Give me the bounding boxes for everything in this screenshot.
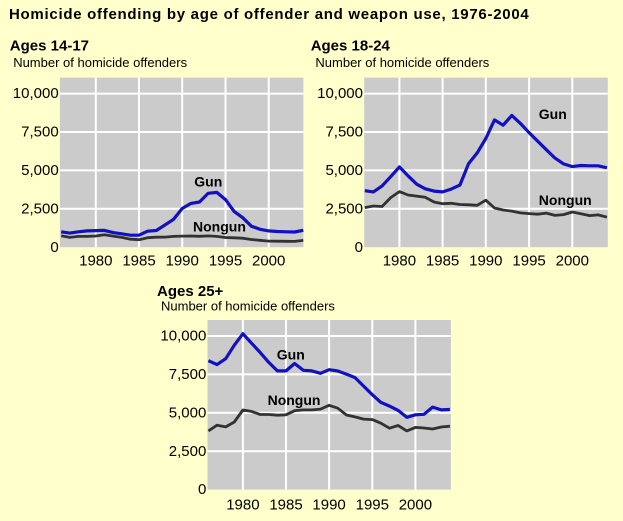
svg-text:2,500: 2,500 [21, 200, 59, 217]
svg-text:5,000: 5,000 [21, 162, 59, 179]
svg-text:1980: 1980 [383, 252, 416, 269]
svg-text:Homicide offending by age of o: Homicide offending by age of offender an… [9, 6, 529, 23]
svg-text:Nongun: Nongun [268, 392, 321, 408]
svg-text:Number of homicide offenders: Number of homicide offenders [161, 299, 335, 314]
svg-text:1985: 1985 [269, 497, 302, 514]
svg-text:10,000: 10,000 [13, 85, 59, 102]
svg-text:1985: 1985 [426, 252, 459, 269]
svg-text:1995: 1995 [356, 497, 389, 514]
svg-text:2000: 2000 [399, 497, 432, 514]
svg-text:Ages 18-24: Ages 18-24 [311, 38, 391, 55]
svg-text:1980: 1980 [226, 497, 259, 514]
svg-text:1995: 1995 [209, 252, 242, 269]
svg-text:2,500: 2,500 [169, 443, 207, 460]
svg-text:Ages 25+: Ages 25+ [157, 283, 224, 300]
svg-text:0: 0 [198, 481, 206, 498]
svg-text:0: 0 [50, 239, 58, 256]
svg-text:Number of homicide offenders: Number of homicide offenders [315, 55, 489, 70]
svg-text:5,000: 5,000 [325, 162, 363, 179]
svg-text:Nongun: Nongun [193, 219, 246, 235]
svg-text:1990: 1990 [469, 252, 502, 269]
svg-text:7,500: 7,500 [169, 366, 207, 383]
svg-text:7,500: 7,500 [325, 124, 363, 141]
svg-text:1985: 1985 [122, 252, 155, 269]
svg-text:Gun: Gun [277, 346, 305, 362]
svg-text:1990: 1990 [312, 497, 345, 514]
svg-text:0: 0 [355, 239, 363, 256]
svg-text:10,000: 10,000 [317, 85, 363, 102]
svg-text:Number of homicide offenders: Number of homicide offenders [13, 55, 187, 70]
svg-text:2,500: 2,500 [325, 200, 363, 217]
svg-text:1990: 1990 [166, 252, 199, 269]
svg-text:2000: 2000 [252, 252, 285, 269]
svg-text:1980: 1980 [79, 252, 112, 269]
svg-text:Gun: Gun [539, 106, 567, 122]
svg-text:1995: 1995 [512, 252, 545, 269]
svg-text:Nongun: Nongun [539, 192, 592, 208]
svg-text:5,000: 5,000 [169, 404, 207, 421]
svg-text:2000: 2000 [556, 252, 589, 269]
svg-text:10,000: 10,000 [160, 328, 206, 345]
svg-text:7,500: 7,500 [21, 124, 59, 141]
svg-text:Gun: Gun [194, 173, 222, 189]
svg-text:Ages 14-17: Ages 14-17 [10, 38, 89, 55]
